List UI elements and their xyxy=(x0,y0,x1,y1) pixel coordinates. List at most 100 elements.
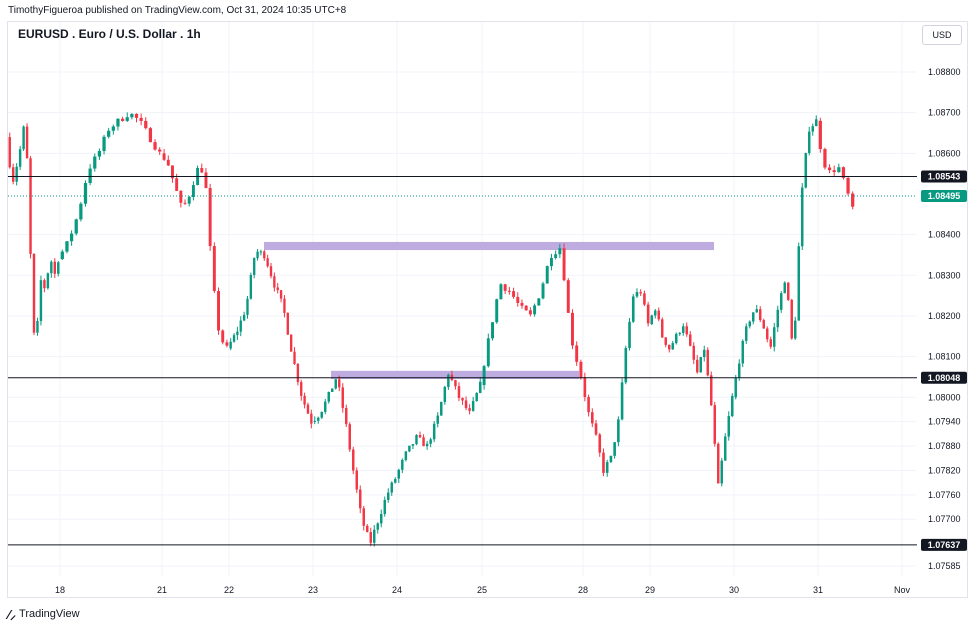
candle xyxy=(613,442,616,459)
candle xyxy=(102,134,106,155)
candle xyxy=(259,249,263,256)
tradingview-brand-name: TradingView xyxy=(19,608,80,620)
candle-body xyxy=(212,246,216,292)
candle xyxy=(475,392,478,402)
candle xyxy=(818,117,822,153)
candle xyxy=(769,336,772,349)
candle xyxy=(495,298,499,324)
candle-body xyxy=(794,320,797,339)
candle xyxy=(678,331,681,336)
candle-body xyxy=(341,387,344,408)
candle xyxy=(780,291,783,313)
candle-body xyxy=(97,150,102,157)
candle-body xyxy=(411,444,415,446)
candle xyxy=(15,163,18,186)
candle-body xyxy=(162,153,166,160)
candle-body xyxy=(134,113,139,118)
candle-body xyxy=(253,258,256,275)
candle-body xyxy=(482,366,486,386)
candle xyxy=(841,166,846,180)
candle-body xyxy=(783,282,786,294)
candle xyxy=(317,416,320,424)
candle-body xyxy=(624,348,628,383)
candle-body xyxy=(755,309,758,313)
candle-body xyxy=(259,251,263,253)
candle-body xyxy=(11,167,15,182)
candle-body xyxy=(88,168,92,184)
candle-body xyxy=(139,117,143,121)
candle xyxy=(471,396,475,412)
candle-body xyxy=(549,257,553,267)
candle xyxy=(507,286,511,295)
candle-body xyxy=(39,280,43,321)
candle-body xyxy=(685,326,688,335)
time-tick-label: 28 xyxy=(578,585,588,595)
candle xyxy=(689,331,692,347)
candle-body xyxy=(300,382,303,396)
candle xyxy=(579,359,583,380)
candle-body xyxy=(605,462,609,473)
candle xyxy=(204,168,208,189)
candle-body xyxy=(313,420,316,422)
candle xyxy=(654,308,657,319)
symbol-title[interactable]: EURUSD . Euro / U.S. Dollar . 1h xyxy=(18,27,201,41)
candle xyxy=(191,181,195,201)
candle xyxy=(717,442,720,484)
candle xyxy=(313,416,316,425)
candle-body xyxy=(664,337,667,345)
candle-body xyxy=(503,284,507,291)
candle-body xyxy=(613,442,616,456)
candle xyxy=(804,152,807,189)
candle xyxy=(79,201,83,222)
time-tick-label: 23 xyxy=(308,585,318,595)
candle-body xyxy=(832,170,836,173)
candle-body xyxy=(801,187,804,247)
candle xyxy=(790,298,793,340)
candle xyxy=(713,401,716,447)
candle xyxy=(801,183,804,251)
tradingview-brand[interactable]: ⁄⸝ TradingView xyxy=(8,607,80,622)
candle-body xyxy=(741,340,744,364)
candle-body xyxy=(583,376,587,398)
candle xyxy=(583,372,587,402)
candle xyxy=(566,278,570,314)
candle-body xyxy=(296,363,300,383)
candle-body xyxy=(524,305,528,311)
candle-body xyxy=(366,525,369,533)
chart-grid xyxy=(8,22,916,576)
candle-body xyxy=(249,274,253,299)
candle xyxy=(755,305,758,313)
candle-body xyxy=(689,334,692,346)
candle xyxy=(752,312,755,325)
candle xyxy=(598,432,602,457)
candle-body xyxy=(43,280,46,289)
candle xyxy=(22,125,25,152)
candle xyxy=(232,333,236,343)
candle xyxy=(69,230,74,246)
candle xyxy=(668,344,671,353)
candle xyxy=(93,153,97,172)
candle-body xyxy=(221,330,225,343)
candle xyxy=(832,165,836,177)
candle xyxy=(787,282,790,302)
candle-body xyxy=(766,328,769,340)
candle xyxy=(457,382,461,402)
candle-body xyxy=(454,380,457,387)
candle-body xyxy=(528,310,532,315)
price-tick-label: 1.07760 xyxy=(928,490,961,500)
currency-selector[interactable]: USD xyxy=(922,25,962,45)
candle xyxy=(273,272,276,292)
candle xyxy=(545,265,549,284)
candle xyxy=(776,305,779,333)
candle xyxy=(11,163,15,185)
candle xyxy=(334,378,337,390)
candle-body xyxy=(116,118,120,127)
candle xyxy=(657,307,660,322)
zone-2 xyxy=(331,370,579,379)
candle-body xyxy=(36,320,39,333)
candle xyxy=(602,448,605,477)
candle xyxy=(134,113,139,123)
candle-body xyxy=(713,405,716,444)
candle xyxy=(303,392,306,409)
